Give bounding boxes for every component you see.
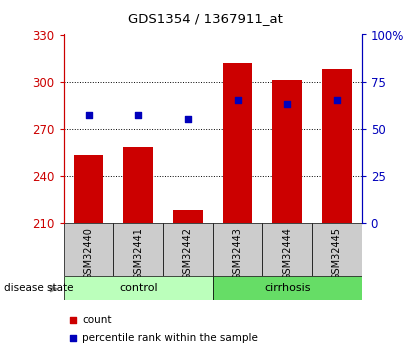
Bar (64, 223, 113, 276)
Text: GSM32441: GSM32441 (133, 227, 143, 280)
Bar (123, 147, 153, 223)
Text: GSM32440: GSM32440 (83, 227, 94, 280)
Bar (213, 223, 262, 276)
Text: GSM32445: GSM32445 (332, 227, 342, 280)
Bar (173, 210, 203, 223)
Bar (312, 223, 362, 276)
Bar (74, 155, 104, 223)
Text: disease state: disease state (4, 283, 74, 293)
Text: cirrhosis: cirrhosis (264, 283, 310, 293)
Bar (64, 276, 213, 300)
Point (284, 101, 291, 107)
Text: count: count (82, 315, 112, 325)
Text: control: control (119, 283, 157, 293)
Text: GDS1354 / 1367911_at: GDS1354 / 1367911_at (128, 12, 283, 25)
Bar (272, 80, 302, 223)
Bar (163, 223, 213, 276)
Bar (223, 63, 252, 223)
Text: percentile rank within the sample: percentile rank within the sample (82, 333, 258, 343)
Bar (213, 276, 362, 300)
Text: GSM32442: GSM32442 (183, 227, 193, 280)
Text: GSM32444: GSM32444 (282, 227, 292, 280)
Bar (262, 223, 312, 276)
Bar (322, 69, 352, 223)
Point (85, 112, 92, 118)
Bar (113, 223, 163, 276)
Point (234, 98, 241, 103)
Text: GSM32443: GSM32443 (233, 227, 242, 280)
Point (334, 98, 340, 103)
Point (135, 112, 141, 118)
Point (185, 116, 191, 122)
